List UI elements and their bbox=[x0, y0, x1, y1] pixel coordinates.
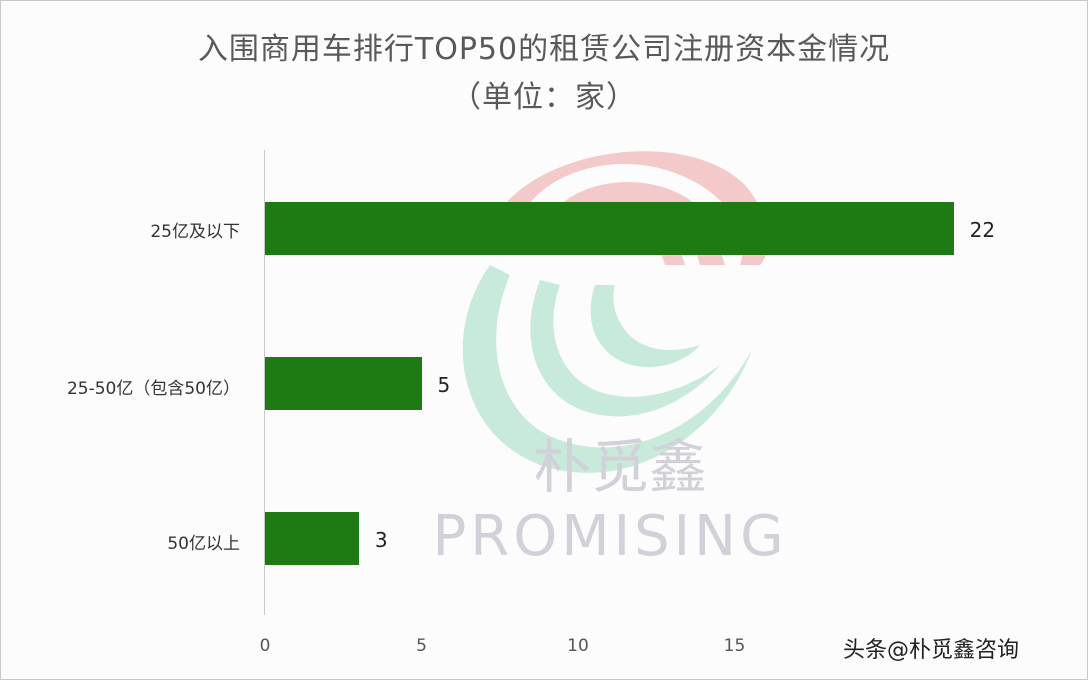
x-tick-label: 5 bbox=[416, 636, 427, 656]
data-label: 22 bbox=[969, 218, 996, 242]
bar-25-50yi bbox=[265, 357, 422, 410]
chart-subtitle: （单位：家） bbox=[451, 80, 637, 115]
bar-above-50yi bbox=[265, 512, 359, 565]
bar-25yi-and-below bbox=[265, 202, 954, 255]
source-credit: 头条@朴觅鑫咨询 bbox=[843, 638, 1020, 663]
x-tick-label: 15 bbox=[723, 636, 746, 656]
chart-title: 入围商用车排行TOP50的租赁公司注册资本金情况 bbox=[197, 32, 891, 67]
x-tick-label: 0 bbox=[259, 636, 271, 656]
category-label: 25亿及以下 bbox=[150, 222, 240, 242]
x-tick-label: 10 bbox=[567, 636, 589, 656]
data-label: 3 bbox=[374, 528, 388, 552]
category-label: 50亿以上 bbox=[167, 534, 240, 554]
y-axis-line bbox=[264, 150, 265, 615]
data-label: 5 bbox=[437, 373, 451, 397]
category-label: 25-50亿（包含50亿） bbox=[66, 379, 240, 399]
